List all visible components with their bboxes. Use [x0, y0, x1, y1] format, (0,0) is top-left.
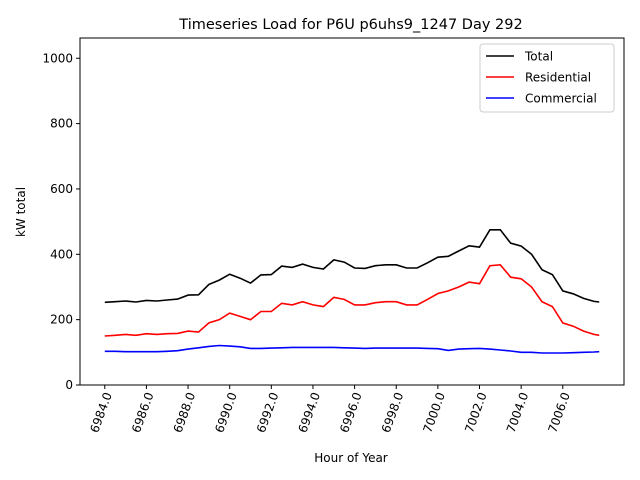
x-tick-label: 6992.0: [254, 390, 282, 434]
chart-title: Timeseries Load for P6U p6uhs9_1247 Day …: [178, 17, 522, 33]
x-tick-label: 6998.0: [379, 390, 407, 434]
plot-frame: [79, 37, 625, 386]
series-line-residential: [104, 263, 600, 337]
x-tick-label: 6988.0: [171, 390, 199, 434]
y-tick-label: 1000: [42, 51, 73, 65]
x-tick-label: 6990.0: [212, 390, 240, 434]
x-tick-label: 7004.0: [504, 390, 532, 434]
y-tick-label: 800: [50, 117, 73, 131]
x-tick-label: 7002.0: [462, 390, 490, 434]
legend-label-total: Total: [524, 50, 553, 64]
y-tick-label: 600: [50, 182, 73, 196]
y-tick-label: 0: [65, 378, 73, 392]
legend-label-commercial: Commercial: [525, 92, 597, 106]
y-tick-label: 400: [50, 247, 73, 261]
y-tick-label: 200: [50, 313, 73, 327]
series-line-total: [104, 229, 600, 304]
x-tick-label: 6986.0: [129, 390, 157, 434]
legend: Total Residential Commercial: [479, 43, 615, 113]
x-tick-label: 7000.0: [420, 390, 448, 434]
y-axis-label: kW total: [14, 187, 28, 237]
x-tick-label: 6996.0: [337, 390, 365, 434]
x-tick-label: 6984.0: [87, 390, 115, 434]
series-line-commercial: [104, 344, 600, 354]
x-tick-label: 7006.0: [545, 390, 573, 434]
x-tick-label: 6994.0: [296, 390, 324, 434]
legend-box: [479, 43, 615, 113]
legend-label-residential: Residential: [525, 71, 591, 85]
x-axis-label: Hour of Year: [314, 451, 388, 465]
